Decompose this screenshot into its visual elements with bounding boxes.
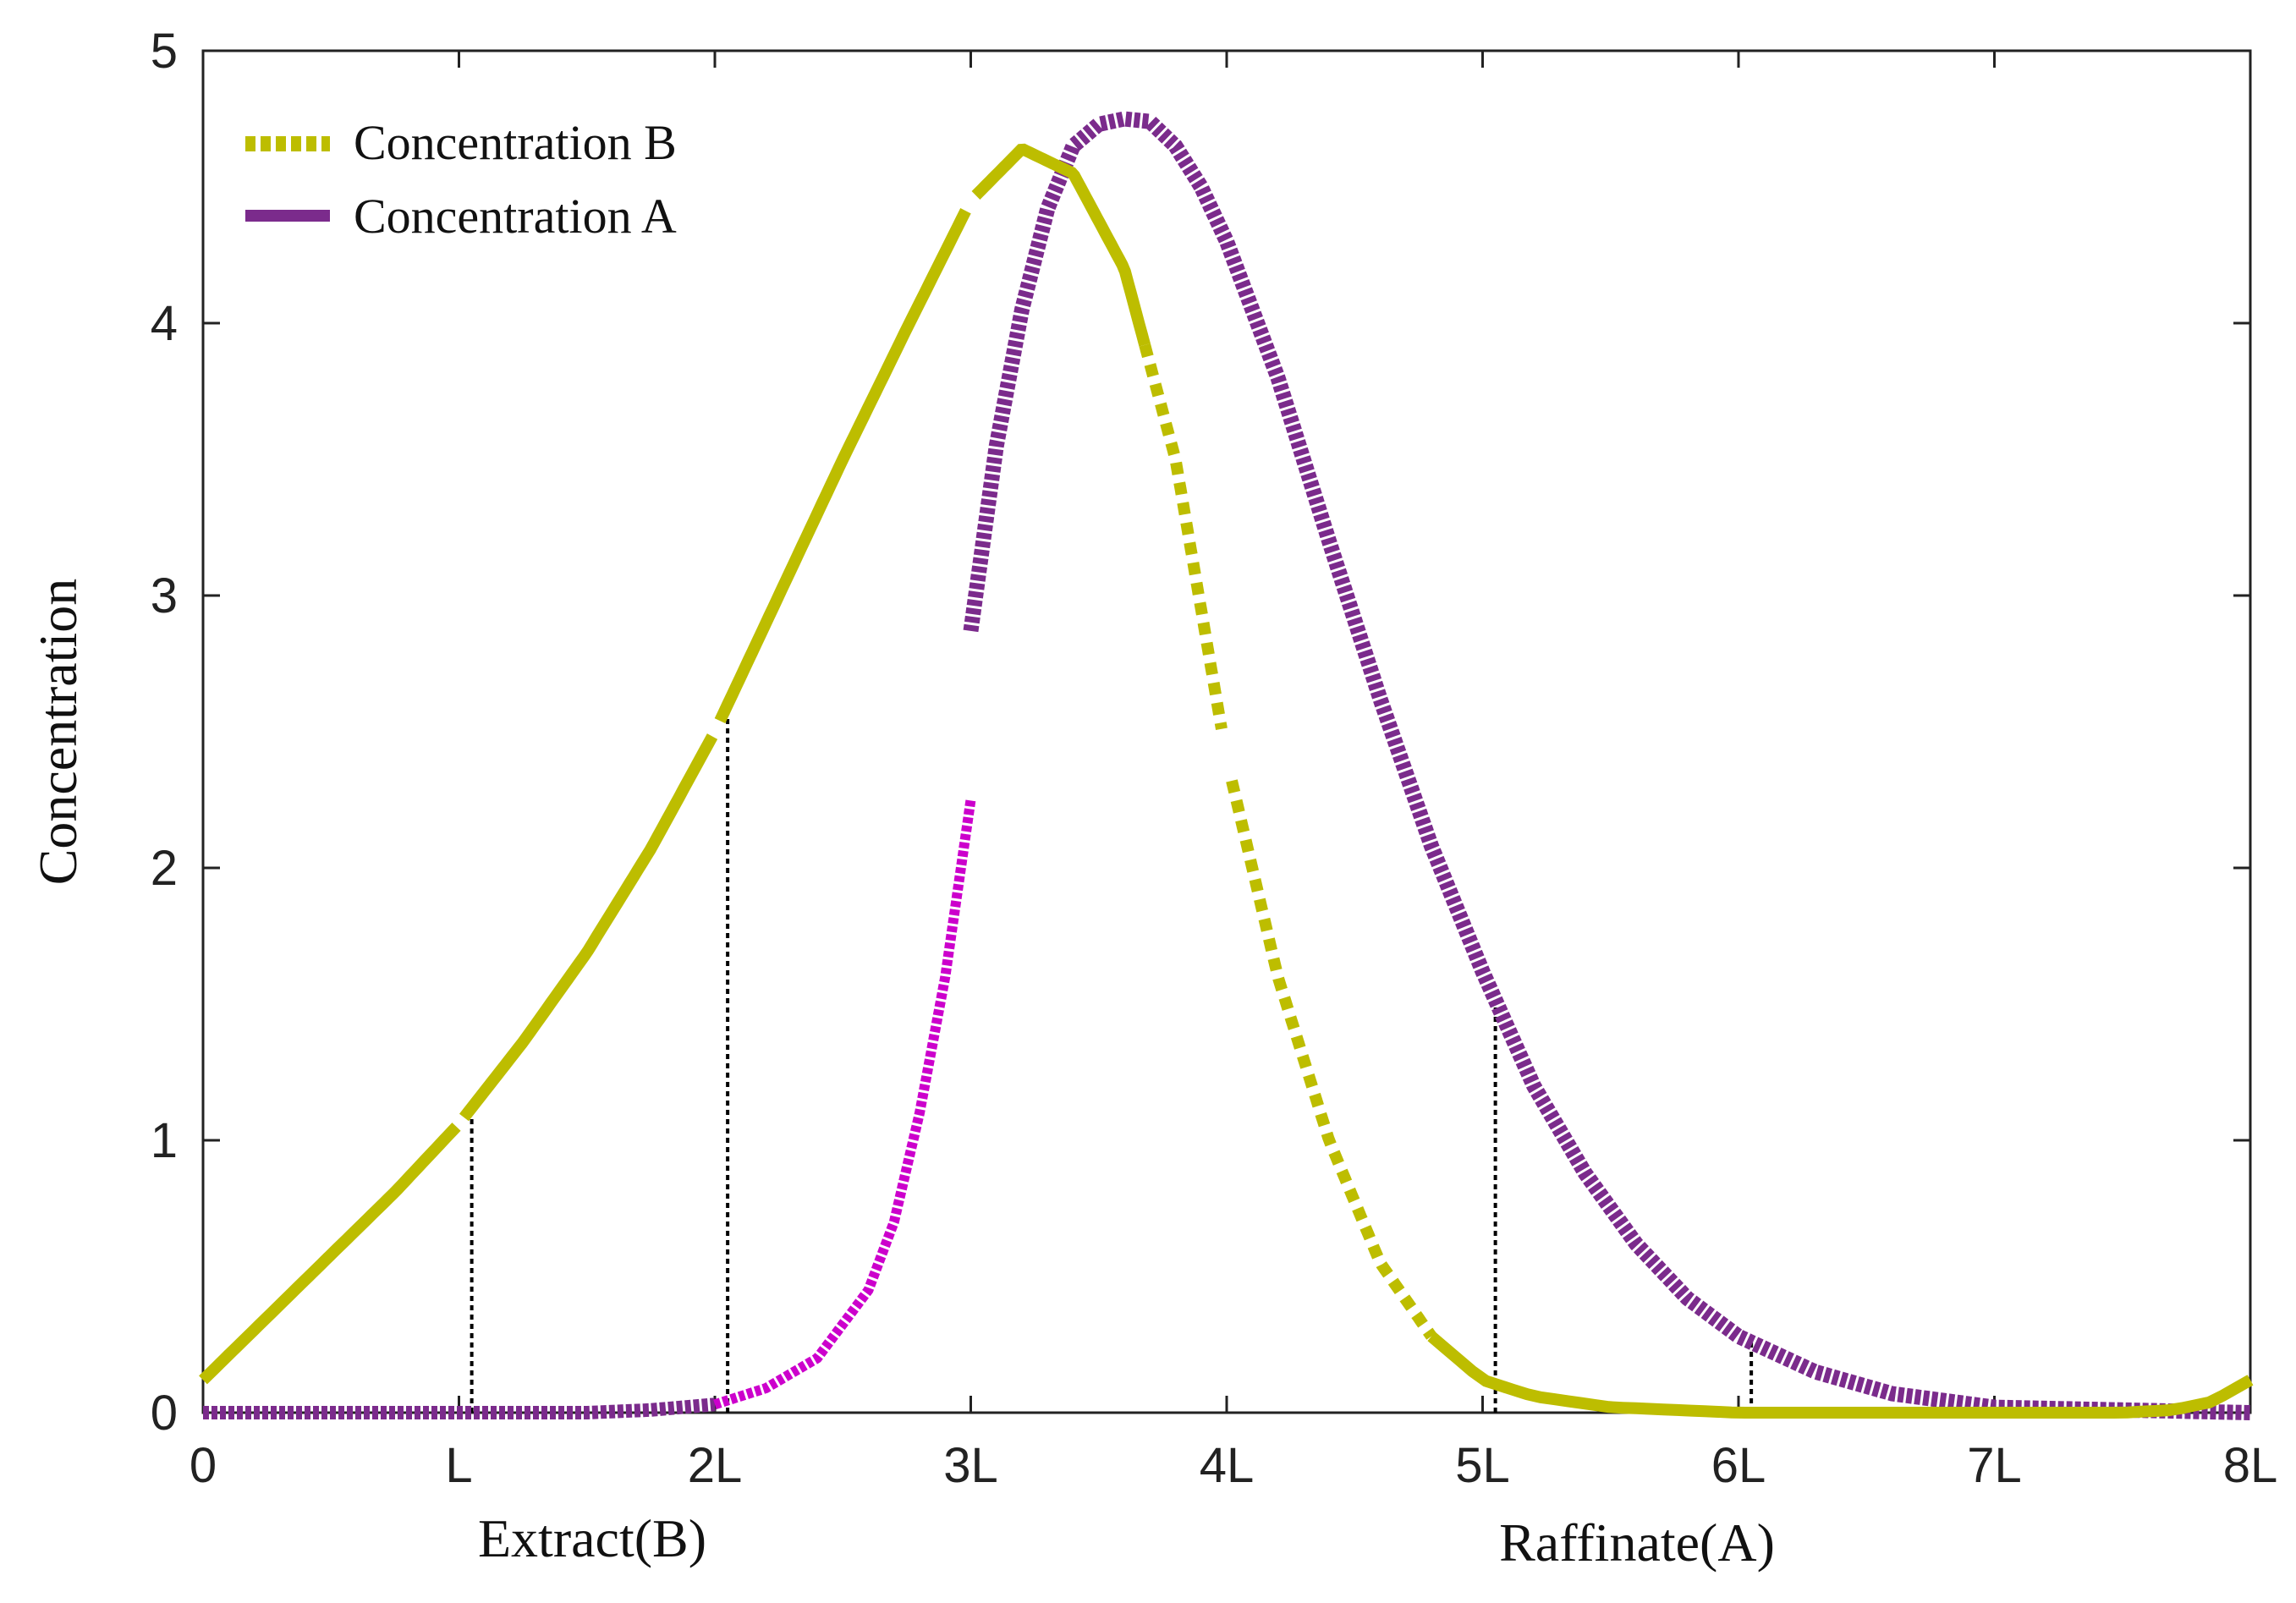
series-a-line-main [963, 111, 2251, 1420]
series-b-line [1139, 343, 1228, 731]
series-b-line [714, 208, 971, 724]
x-tick-label: 2L [688, 1438, 743, 1493]
y-tick-label: 1 [151, 1113, 178, 1168]
series-b-line [1226, 779, 1436, 1340]
x-section-label-extract: Extract(B) [478, 1508, 706, 1568]
x-tick-label: L [445, 1438, 472, 1493]
x-section-label-raffinate: Raffinate(A) [1499, 1512, 1775, 1573]
x-tick-label: 7L [1967, 1438, 2022, 1493]
y-tick-label: 2 [151, 841, 178, 896]
x-tick-label: 8L [2223, 1438, 2278, 1493]
legend-label-a: Concentration A [354, 189, 677, 244]
y-tick-label: 0 [151, 1386, 178, 1441]
series-a-line-rise [713, 799, 976, 1410]
y-axis-label: Concentration [28, 579, 88, 886]
y-tick-label: 3 [151, 568, 178, 623]
x-tick-label: 5L [1455, 1438, 1510, 1493]
reference-lines [470, 704, 1754, 1413]
x-tick-label: 0 [190, 1438, 217, 1493]
ticks-layer: 0 L 2L 3L 4L 5L 6L 7L 8L 0 1 2 3 4 5 [151, 24, 2278, 1493]
plot-area [201, 49, 2252, 1414]
series-b-line [1427, 1331, 2254, 1419]
series-b-line [459, 733, 718, 1122]
series-b-line [199, 1123, 461, 1385]
x-tick-label: 6L [1711, 1438, 1766, 1493]
x-tick-label: 4L [1200, 1438, 1255, 1493]
y-tick-label: 4 [151, 296, 178, 351]
legend: Concentration B Concentration A [245, 115, 677, 244]
y-tick-label: 5 [151, 24, 178, 79]
series-layer [199, 111, 2254, 1420]
legend-label-b: Concentration B [354, 115, 677, 170]
series-a-line-low [203, 1397, 716, 1419]
series-b-line [971, 143, 1151, 347]
x-tick-label: 3L [943, 1438, 998, 1493]
